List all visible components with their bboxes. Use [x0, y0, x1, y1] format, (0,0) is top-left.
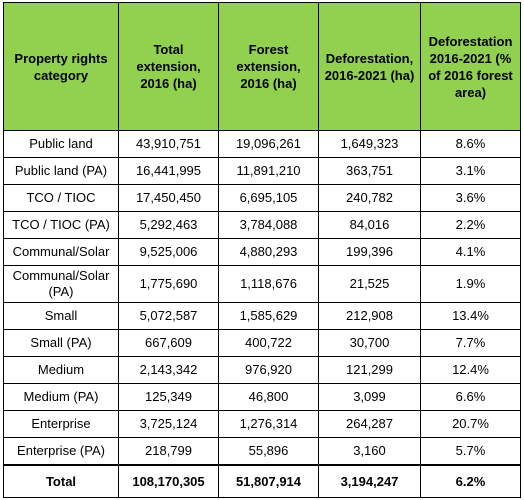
deforestation-percent-total-cell: 6.2%: [420, 464, 521, 498]
table-row: Enterprise 3,725,124 1,276,314 264,287 2…: [3, 410, 521, 438]
deforestation-percent-cell: 2.2%: [420, 211, 521, 239]
deforestation-percent-cell: 12.4%: [420, 356, 521, 384]
deforestation-percent-cell: 3.1%: [420, 157, 521, 185]
total-extension-cell: 9,525,006: [118, 238, 219, 266]
category-cell: Enterprise: [3, 410, 119, 438]
category-cell: Medium (PA): [3, 383, 119, 411]
deforestation-ha-cell: 121,299: [318, 356, 421, 384]
table-row: Communal/Solar 9,525,006 4,880,293 199,3…: [3, 238, 521, 266]
total-extension-sum-cell: 108,170,305: [118, 464, 219, 498]
deforestation-ha-cell: 30,700: [318, 329, 421, 357]
category-cell: Medium: [3, 356, 119, 384]
deforestation-ha-cell: 240,782: [318, 184, 421, 212]
total-row: Total 108,170,305 51,807,914 3,194,247 6…: [3, 464, 521, 498]
deforestation-percent-cell: 7.7%: [420, 329, 521, 357]
total-extension-cell: 5,072,587: [118, 302, 219, 330]
table-body: Public land 43,910,751 19,096,261 1,649,…: [3, 130, 521, 466]
total-extension-cell: 667,609: [118, 329, 219, 357]
category-cell: Public land: [3, 130, 119, 158]
deforestation-ha-cell: 264,287: [318, 410, 421, 438]
category-cell: Public land (PA): [3, 157, 119, 185]
forest-extension-sum-cell: 51,807,914: [218, 464, 319, 498]
category-cell: Communal/Solar: [3, 238, 119, 266]
table-row: Public land (PA) 16,441,995 11,891,210 3…: [3, 157, 521, 185]
deforestation-percent-cell: 8.6%: [420, 130, 521, 158]
category-cell: TCO / TIOC: [3, 184, 119, 212]
total-extension-cell: 1,775,690: [118, 265, 219, 303]
total-extension-cell: 5,292,463: [118, 211, 219, 239]
forest-extension-cell: 3,784,088: [218, 211, 319, 239]
table-row: Enterprise (PA) 218,799 55,896 3,160 5.7…: [3, 437, 521, 466]
category-cell: Small: [3, 302, 119, 330]
category-cell: Communal/Solar (PA): [3, 265, 119, 303]
total-label-cell: Total: [3, 464, 119, 498]
table-row: Small 5,072,587 1,585,629 212,908 13.4%: [3, 302, 521, 330]
deforestation-percent-cell: 3.6%: [420, 184, 521, 212]
category-cell: Small (PA): [3, 329, 119, 357]
deforestation-ha-cell: 212,908: [318, 302, 421, 330]
total-extension-cell: 218,799: [118, 437, 219, 466]
table-row: Medium 2,143,342 976,920 121,299 12.4%: [3, 356, 521, 384]
forest-extension-cell: 55,896: [218, 437, 319, 466]
table-row: Medium (PA) 125,349 46,800 3,099 6.6%: [3, 383, 521, 411]
deforestation-ha-cell: 21,525: [318, 265, 421, 303]
deforestation-ha-cell: 1,649,323: [318, 130, 421, 158]
forest-extension-cell: 976,920: [218, 356, 319, 384]
table-header: Property rights category Total extension…: [3, 2, 521, 131]
forest-extension-cell: 1,118,676: [218, 265, 319, 303]
table-row: Small (PA) 667,609 400,722 30,700 7.7%: [3, 329, 521, 357]
header-total-extension: Total extension, 2016 (ha): [118, 2, 219, 131]
deforestation-percent-cell: 20.7%: [420, 410, 521, 438]
deforestation-ha-cell: 199,396: [318, 238, 421, 266]
forest-extension-cell: 400,722: [218, 329, 319, 357]
forest-extension-cell: 1,276,314: [218, 410, 319, 438]
header-forest-extension: Forest extension, 2016 (ha): [218, 2, 319, 131]
forest-extension-cell: 11,891,210: [218, 157, 319, 185]
deforestation-ha-cell: 3,099: [318, 383, 421, 411]
total-extension-cell: 125,349: [118, 383, 219, 411]
total-extension-cell: 43,910,751: [118, 130, 219, 158]
deforestation-ha-cell: 84,016: [318, 211, 421, 239]
table-row: TCO / TIOC 17,450,450 6,695,105 240,782 …: [3, 184, 521, 212]
table-row: TCO / TIOC (PA) 5,292,463 3,784,088 84,0…: [3, 211, 521, 239]
forest-extension-cell: 6,695,105: [218, 184, 319, 212]
deforestation-percent-cell: 13.4%: [420, 302, 521, 330]
property-rights-table: Property rights category Total extension…: [3, 2, 521, 498]
category-cell: TCO / TIOC (PA): [3, 211, 119, 239]
total-extension-cell: 2,143,342: [118, 356, 219, 384]
forest-extension-cell: 4,880,293: [218, 238, 319, 266]
header-property-rights-category: Property rights category: [3, 2, 119, 131]
forest-extension-cell: 1,585,629: [218, 302, 319, 330]
forest-extension-cell: 46,800: [218, 383, 319, 411]
deforestation-percent-cell: 4.1%: [420, 238, 521, 266]
header-deforestation-ha: Deforestation, 2016-2021 (ha): [318, 2, 421, 131]
deforestation-ha-cell: 3,160: [318, 437, 421, 466]
total-extension-cell: 16,441,995: [118, 157, 219, 185]
header-deforestation-percent: Deforestation 2016-2021 (% of 2016 fores…: [420, 2, 521, 131]
deforestation-percent-cell: 1.9%: [420, 265, 521, 303]
category-cell: Enterprise (PA): [3, 437, 119, 466]
deforestation-percent-cell: 6.6%: [420, 383, 521, 411]
forest-extension-cell: 19,096,261: [218, 130, 319, 158]
deforestation-percent-cell: 5.7%: [420, 437, 521, 466]
deforestation-ha-sum-cell: 3,194,247: [318, 464, 421, 498]
table-row: Communal/Solar (PA) 1,775,690 1,118,676 …: [3, 265, 521, 303]
deforestation-ha-cell: 363,751: [318, 157, 421, 185]
total-extension-cell: 3,725,124: [118, 410, 219, 438]
total-extension-cell: 17,450,450: [118, 184, 219, 212]
table-row: Public land 43,910,751 19,096,261 1,649,…: [3, 130, 521, 158]
table-footer: Total 108,170,305 51,807,914 3,194,247 6…: [3, 464, 521, 498]
header-row: Property rights category Total extension…: [3, 2, 521, 131]
